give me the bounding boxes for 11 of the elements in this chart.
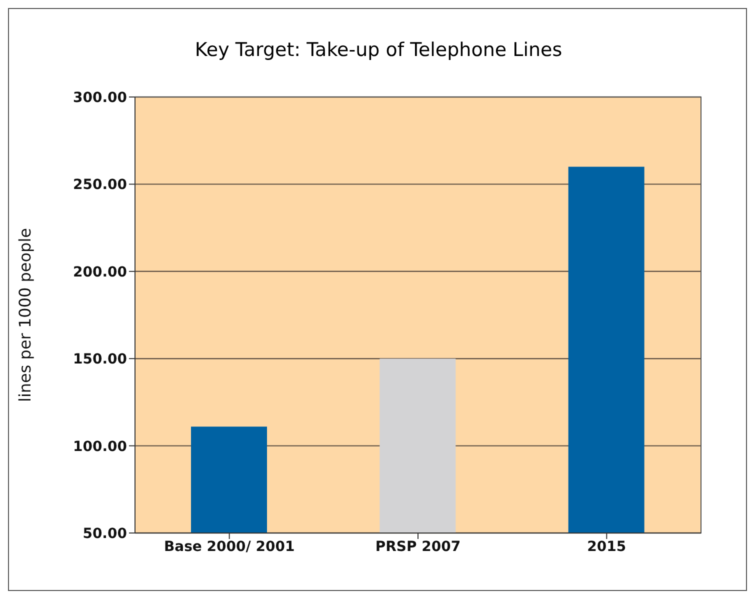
- y-tick-label: 300.00: [72, 90, 128, 106]
- y-axis-title: lines per 1000 people: [16, 228, 35, 402]
- y-tick-label: 250.00: [72, 177, 128, 194]
- chart-title: Key Target: Take-up of Telephone Lines: [194, 39, 564, 61]
- x-tick-label: 2015: [587, 538, 626, 555]
- x-tick-label: Base 2000/ 2001: [164, 538, 295, 555]
- y-tick-label: 200.00: [72, 264, 128, 280]
- y-tick-label: 50.00: [82, 526, 128, 542]
- x-tick-label: PRSP 2007: [375, 538, 461, 555]
- y-tick-label: 150.00: [72, 352, 128, 368]
- y-tick-label: 100.00: [72, 438, 128, 455]
